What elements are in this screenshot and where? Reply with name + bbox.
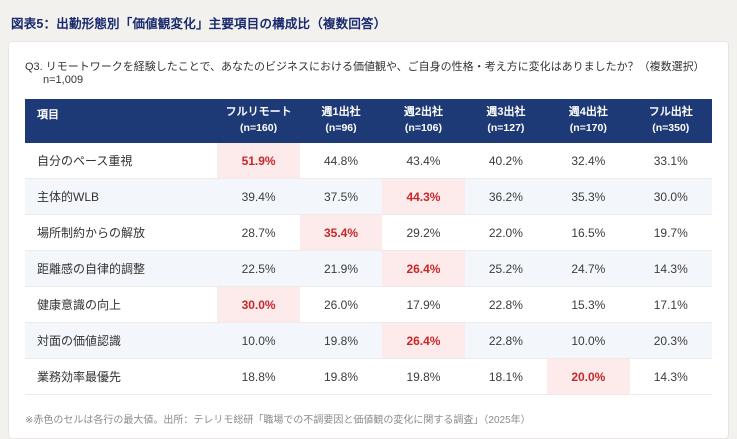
value-cell: 14.3% [629, 358, 712, 396]
row-label: 自分のペース重視 [25, 143, 218, 180]
value-cell: 24.7% [547, 250, 630, 288]
data-table: 項目 フルリモート (n=160) 週1出社 (n=96) 週2出社 (n=106) 週3出社… [25, 99, 712, 396]
footnote: ※赤色のセルは各行の最大値。出所：テレリモ総研「職場での不調要因と価値観の変化に… [25, 415, 531, 427]
value-cell: 22.8% [464, 322, 548, 360]
page: 図表5：出勤形態別「価値観変化」主要項目の構成比（複数回答） Q3. リモートワ… [8, 17, 729, 439]
figure-title: 図表5：出勤形態別「価値観変化」主要項目の構成比（複数回答） [11, 17, 387, 31]
value-cell: 22.5% [217, 250, 300, 288]
column-header-label: フル出社 [648, 106, 693, 118]
value-cell: 36.2% [464, 178, 548, 216]
value-cell: 30.0% [629, 178, 712, 216]
value-cell: 40.2% [464, 143, 548, 180]
max-value-cell: 20.0% [547, 358, 630, 396]
value-cell: 18.1% [464, 358, 548, 396]
value-cell: 17.9% [382, 286, 465, 324]
column-header: 週4出社 (n=170) [547, 99, 630, 144]
value-cell: 21.9% [299, 250, 383, 288]
value-cell: 19.7% [629, 214, 712, 252]
column-header-n: (n=160) [240, 121, 278, 134]
value-cell: 22.0% [464, 214, 548, 252]
value-cell: 39.4% [217, 178, 300, 216]
value-cell: 44.8% [299, 143, 383, 180]
survey-question: Q3. リモートワークを経験したことで、あなたのビジネスにおける価値観や、ご自身… [25, 58, 712, 86]
max-value-cell: 44.3% [382, 178, 465, 216]
value-cell: 26.0% [299, 286, 383, 324]
column-header-n: (n=96) [325, 121, 357, 134]
column-header-label: 週1出社 [321, 106, 361, 118]
max-value-cell: 35.4% [299, 214, 383, 252]
value-cell: 19.8% [299, 358, 383, 396]
value-cell: 10.0% [547, 322, 630, 360]
value-cell: 19.8% [299, 322, 383, 360]
column-header: フル出社 (n=350) [629, 99, 712, 144]
value-cell: 14.3% [629, 250, 712, 288]
column-header-label: 週4出社 [568, 106, 608, 118]
column-header-n: (n=170) [569, 121, 607, 134]
column-header: 週2出社 (n=106) [382, 99, 465, 144]
column-header-label: 週3出社 [486, 106, 526, 118]
column-header-label: フルリモート [225, 106, 292, 118]
table-row: 自分のペース重視 51.9% 44.8% 43.4% 40.2% 32.4% 33.1% [25, 143, 712, 180]
table-header-row: 項目 フルリモート (n=160) 週1出社 (n=96) 週2出社 (n=106) 週3出社… [25, 99, 712, 144]
value-cell: 43.4% [382, 143, 465, 180]
value-cell: 29.2% [382, 214, 465, 252]
value-cell: 15.3% [547, 286, 630, 324]
question-text: Q3. リモートワークを経験したことで、あなたのビジネスにおける価値観や、ご自身… [25, 61, 705, 73]
table-header: 項目 フルリモート (n=160) 週1出社 (n=96) 週2出社 (n=106) 週3出社… [25, 99, 712, 144]
max-value-cell: 26.4% [382, 322, 465, 360]
column-header-n: (n=350) [652, 121, 690, 134]
row-label: 健康意識の向上 [25, 286, 218, 324]
value-cell: 37.5% [299, 178, 383, 216]
column-header-n: (n=106) [404, 121, 442, 134]
value-cell: 20.3% [629, 322, 712, 360]
column-header-item: 項目 [25, 99, 218, 144]
column-header: 週3出社 (n=127) [464, 99, 548, 144]
column-header: 週1出社 (n=96) [299, 99, 383, 144]
value-cell: 19.8% [382, 358, 465, 396]
row-label: 業務効率最優先 [25, 358, 218, 396]
table-row: 業務効率最優先 18.8% 19.8% 19.8% 18.1% 20.0% 14.3% [25, 358, 712, 396]
max-value-cell: 26.4% [382, 250, 465, 288]
table-row: 健康意識の向上 30.0% 26.0% 17.9% 22.8% 15.3% 17.1% [25, 286, 712, 324]
table-body: 自分のペース重視 51.9% 44.8% 43.4% 40.2% 32.4% 33.1% 主体… [25, 143, 712, 396]
value-cell: 28.7% [217, 214, 300, 252]
column-header-label: 週2出社 [403, 106, 444, 118]
column-header: フルリモート (n=160) [217, 99, 300, 144]
row-label: 主体的WLB [25, 178, 218, 216]
table-row: 対面の価値認識 10.0% 19.8% 26.4% 22.8% 10.0% 20.3% [25, 322, 712, 360]
table-row: 場所制約からの解放 28.7% 35.4% 29.2% 22.0% 16.5% 19.7% [25, 214, 712, 252]
max-value-cell: 51.9% [217, 143, 300, 180]
table-row: 主体的WLB 39.4% 37.5% 44.3% 36.2% 35.3% 30.0% [25, 178, 712, 216]
row-label: 距離感の自律的調整 [25, 250, 218, 288]
max-value-cell: 30.0% [217, 286, 300, 324]
value-cell: 32.4% [547, 143, 630, 180]
value-cell: 17.1% [629, 286, 712, 324]
figure-card: Q3. リモートワークを経験したことで、あなたのビジネスにおける価値観や、ご自身… [8, 41, 729, 439]
value-cell: 18.8% [217, 358, 300, 396]
value-cell: 35.3% [547, 178, 630, 216]
value-cell: 33.1% [629, 143, 712, 180]
value-cell: 25.2% [464, 250, 548, 288]
sample-size: n=1,009 [43, 74, 84, 86]
column-header-label: 項目 [37, 109, 59, 121]
column-header-n: (n=127) [487, 121, 525, 134]
value-cell: 22.8% [464, 286, 548, 324]
row-label: 対面の価値認識 [25, 322, 218, 360]
table-row: 距離感の自律的調整 22.5% 21.9% 26.4% 25.2% 24.7% 14.3% [25, 250, 712, 288]
value-cell: 16.5% [547, 214, 630, 252]
value-cell: 10.0% [217, 322, 300, 360]
row-label: 場所制約からの解放 [25, 214, 218, 252]
